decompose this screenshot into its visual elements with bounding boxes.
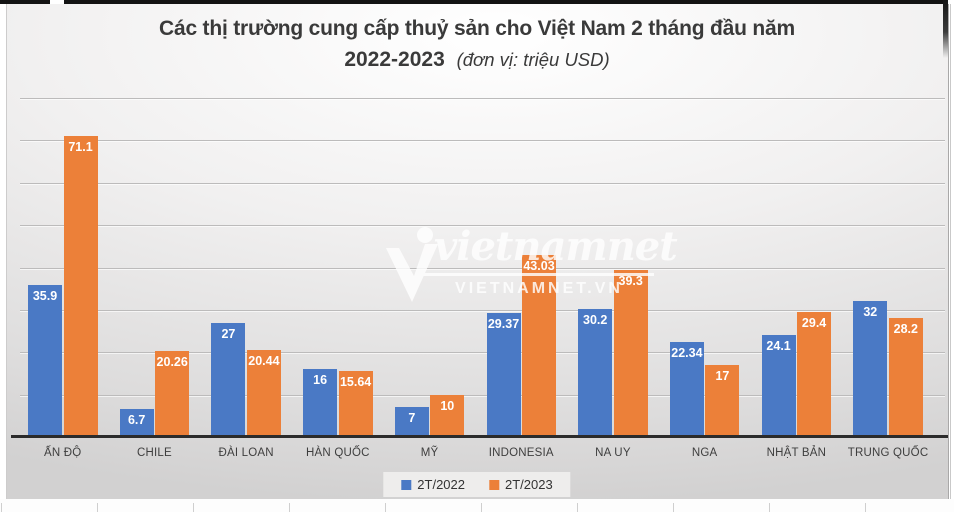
category-label-mỹ: MỸ — [420, 447, 439, 459]
bar-2t-2023-đài-loan: 20.44 — [246, 350, 281, 437]
bar-value-label: 30.2 — [583, 313, 608, 328]
legend-label-2t2022: 2T/2022 — [417, 477, 465, 492]
bar-2t-2022-đài-loan: 27 — [211, 322, 246, 437]
right-edge-dark-line — [943, 0, 948, 58]
legend-swatch-2t2022-icon — [401, 479, 412, 490]
bottom-tick-mark — [576, 503, 578, 512]
top-border-line — [0, 0, 948, 4]
bar-value-label: 6.7 — [127, 412, 146, 427]
bar-2t-2023-nhật-bản: 29.4 — [797, 312, 832, 437]
legend: 2T/2022 2T/2023 — [383, 472, 571, 497]
bar-value-label: 35.9 — [32, 288, 58, 303]
bar-2t-2023-indonesia: 43.03 — [522, 254, 556, 437]
gridline-60 — [20, 182, 945, 184]
bar-value-label: 22.34 — [671, 346, 703, 361]
bar-value-label: 16 — [313, 373, 328, 388]
gridline-70 — [20, 140, 945, 142]
plot-area: 35.9 6.7 27 16 7 29.37 30.2 22.34 24.1 32 71.1 20.2… — [11, 98, 948, 459]
bar-2t-2022-nhật-bản: 24.1 — [761, 334, 796, 437]
x-axis-line — [11, 435, 948, 438]
chart-title-line1: Các thị trường cung cấp thuỷ sản cho Việ… — [159, 17, 795, 40]
bar-value-label: 20.26 — [156, 355, 188, 370]
gridline-50 — [20, 225, 945, 227]
bar-value-label: 39.3 — [618, 274, 643, 289]
bar-value-label: 29.37 — [487, 316, 520, 331]
gridline-80 — [20, 98, 945, 99]
top-border-notch — [50, 0, 64, 4]
bottom-tick-mark — [384, 503, 386, 512]
bottom-tick-mark — [672, 503, 674, 512]
bar-value-label: 7 — [408, 411, 416, 426]
legend-item-2t2023: 2T/2023 — [489, 477, 553, 492]
category-label-trung-quốc: TRUNG QUỐC — [847, 447, 929, 459]
category-label-na-uy: NA UY — [595, 447, 631, 459]
bar-value-label: 17 — [715, 368, 730, 383]
category-label-đài-loan: ĐÀI LOAN — [218, 447, 274, 459]
bar-2t-2023-na-uy: 39.3 — [613, 270, 648, 437]
category-label-hàn-quốc: HÀN QUỐC — [306, 447, 370, 459]
bottom-tick-mark — [288, 503, 290, 512]
bar-2t-2023-nga: 17 — [705, 364, 740, 437]
chart-title-years: 2022-2023 — [344, 48, 445, 71]
bar-value-label: 27 — [221, 326, 236, 341]
legend-swatch-2t2023-icon — [489, 479, 499, 490]
bottom-tick-mark — [864, 503, 866, 512]
bar-value-label: 15.64 — [339, 374, 372, 389]
bar-2t-2023-hàn-quốc: 15.64 — [338, 370, 373, 437]
bar-2t-2022-ấn-độ: 35.9 — [28, 284, 62, 437]
bar-value-label: 29.4 — [801, 316, 827, 331]
bar-value-label: 24.1 — [766, 338, 791, 353]
gridline-10 — [20, 394, 945, 396]
legend-item-2t2022: 2T/2022 — [401, 477, 465, 492]
category-label-nga: NGA — [691, 447, 718, 459]
bar-value-label: 28.2 — [893, 321, 918, 336]
page-bottom-strip — [0, 499, 954, 512]
chart-title: Các thị trường cung cấp thuỷ sản cho Việ… — [0, 14, 954, 76]
bottom-tick-mark — [480, 503, 482, 512]
category-label-chile: CHILE — [137, 447, 172, 459]
bar-2t-2023-mỹ: 10 — [430, 394, 465, 437]
bar-value-label: 43.03 — [523, 258, 555, 273]
bar-2t-2023-trung-quốc: 28.2 — [888, 317, 923, 437]
bar-2t-2022-chile: 6.7 — [119, 408, 154, 437]
bar-2t-2023-chile: 20.26 — [155, 351, 190, 437]
category-label-ấn-độ: ẤN ĐỘ — [44, 447, 82, 459]
bottom-tick-mark — [768, 503, 770, 512]
bottom-tick-mark — [96, 503, 98, 512]
category-label-nhật-bản: NHẬT BẢN — [766, 447, 827, 459]
bar-2t-2022-indonesia: 29.37 — [486, 312, 521, 437]
legend-label-2t2023: 2T/2023 — [505, 477, 553, 492]
bar-value-label: 10 — [440, 398, 455, 413]
bar-2t-2023-ấn-độ: 71.1 — [63, 135, 98, 437]
gridline-30 — [20, 309, 945, 311]
bar-2t-2022-trung-quốc: 32 — [853, 301, 888, 437]
bottom-tick-mark — [192, 503, 194, 512]
gridline-40 — [20, 267, 945, 269]
bar-value-label: 20.44 — [248, 354, 280, 369]
right-edge-faint-line — [950, 4, 951, 499]
bar-2t-2022-hàn-quốc: 16 — [303, 369, 338, 437]
bottom-tick-mark — [0, 503, 2, 512]
bar-value-label: 32 — [863, 305, 878, 320]
category-label-indonesia: INDONESIA — [488, 447, 554, 459]
chart-title-unit: (đơn vị: triệu USD) — [456, 49, 610, 70]
gridline-20 — [20, 352, 945, 354]
bar-2t-2022-mỹ: 7 — [394, 407, 429, 437]
bar-2t-2022-na-uy: 30.2 — [578, 309, 613, 437]
chart-title-line2: 2022-2023 (đơn vị: triệu USD) — [0, 44, 954, 76]
bar-value-label: 71.1 — [68, 139, 93, 154]
bar-2t-2022-nga: 22.34 — [669, 342, 704, 437]
